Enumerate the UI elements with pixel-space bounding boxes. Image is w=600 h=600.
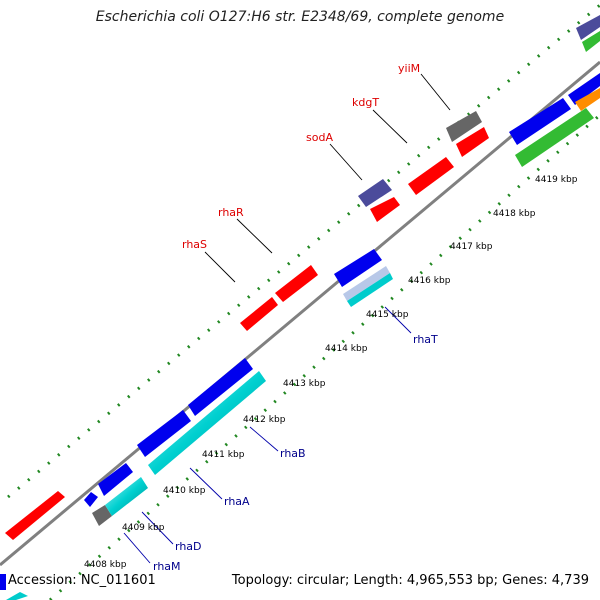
accession-label: Accession: NC_011601 bbox=[8, 573, 156, 588]
gene-arrow-rev-b[interactable] bbox=[509, 98, 571, 145]
forward-tick-track bbox=[7, 3, 600, 499]
gene-arrow-rhaR[interactable] bbox=[275, 265, 318, 302]
kbp-label: 4412 kbp bbox=[243, 415, 286, 425]
kbp-label: 4416 kbp bbox=[408, 276, 451, 286]
map-title: Escherichia coli O127:H6 str. E2348/69, … bbox=[95, 9, 505, 25]
kbp-scale-labels: 4408 kbp 4409 kbp 4410 kbp 4411 kbp 4412… bbox=[84, 175, 578, 570]
gene-label-rhaM[interactable]: rhaM bbox=[153, 560, 181, 573]
kbp-label: 4417 kbp bbox=[450, 242, 493, 252]
gene-arrow-fwd[interactable] bbox=[5, 491, 65, 540]
reverse-label-leaders bbox=[123, 306, 412, 564]
gene-label-yiiM[interactable]: yiiM bbox=[398, 62, 420, 75]
gene-box-edge-teal[interactable] bbox=[6, 592, 28, 600]
kbp-label: 4419 kbp bbox=[535, 175, 578, 185]
gene-box-rhaD-pseudo[interactable] bbox=[92, 505, 112, 526]
gene-label-rhaS[interactable]: rhaS bbox=[182, 238, 207, 251]
kbp-label: 4414 kbp bbox=[325, 344, 368, 354]
forward-gene-labels: rhaS rhaR sodA kdgT yiiM bbox=[182, 62, 420, 251]
gene-box-sodA-other[interactable] bbox=[358, 179, 392, 207]
gene-arrow-rhaS[interactable] bbox=[240, 297, 278, 331]
gene-arrow-yiiM[interactable] bbox=[456, 127, 489, 157]
kbp-label: 4409 kbp bbox=[122, 523, 165, 533]
gene-label-kdgT[interactable]: kdgT bbox=[352, 96, 379, 109]
gene-box-rev-orange[interactable] bbox=[575, 88, 600, 111]
kbp-label: 4411 kbp bbox=[202, 450, 245, 460]
gene-box-yiiM-pseudo[interactable] bbox=[446, 111, 482, 142]
genome-summary: Topology: circular; Length: 4,965,553 bp… bbox=[231, 573, 589, 588]
gene-label-rhaB[interactable]: rhaB bbox=[280, 447, 306, 460]
gene-arrow-rhaB[interactable] bbox=[188, 358, 253, 416]
gene-arrow-sodA[interactable] bbox=[370, 197, 400, 222]
gene-label-rhaT[interactable]: rhaT bbox=[413, 333, 438, 346]
kbp-label: 4418 kbp bbox=[493, 209, 536, 219]
gene-label-sodA[interactable]: sodA bbox=[306, 131, 333, 144]
kbp-label: 4408 kbp bbox=[84, 560, 127, 570]
kbp-tick-track bbox=[49, 113, 600, 600]
gene-arrow-rhaT[interactable] bbox=[334, 249, 382, 287]
forward-label-leaders bbox=[204, 73, 451, 283]
gene-box-rhaT-rna[interactable] bbox=[347, 273, 393, 307]
gene-arrow-rev-a[interactable] bbox=[84, 492, 98, 507]
gene-box-rhaD-rna[interactable] bbox=[105, 477, 148, 516]
gene-box-rev-green[interactable] bbox=[515, 108, 594, 167]
gene-label-rhaD[interactable]: rhaD bbox=[175, 540, 202, 553]
gene-arrow-rev-c[interactable] bbox=[568, 73, 600, 105]
gene-arrow-kdgT[interactable] bbox=[408, 157, 454, 195]
gene-box-edge-green[interactable] bbox=[582, 31, 600, 52]
reverse-gene-labels: rhaT rhaB rhaA rhaD rhaM bbox=[153, 333, 438, 573]
gene-arrow-rhaM[interactable] bbox=[98, 463, 133, 496]
kbp-label: 4410 kbp bbox=[163, 486, 206, 496]
gene-label-rhaA[interactable]: rhaA bbox=[224, 495, 250, 508]
kbp-label: 4413 kbp bbox=[283, 379, 326, 389]
gene-box-rhaA-rna[interactable] bbox=[148, 371, 266, 475]
backbone-ring bbox=[0, 60, 600, 567]
kbp-label: 4415 kbp bbox=[366, 310, 409, 320]
gene-box-rhaT-stripe[interactable] bbox=[343, 266, 390, 301]
gene-box-edge-blue[interactable] bbox=[0, 574, 6, 590]
gene-box-edge-top[interactable] bbox=[576, 15, 600, 40]
gene-label-rhaR[interactable]: rhaR bbox=[218, 206, 244, 219]
gene-arrow-rhaA[interactable] bbox=[137, 410, 191, 457]
